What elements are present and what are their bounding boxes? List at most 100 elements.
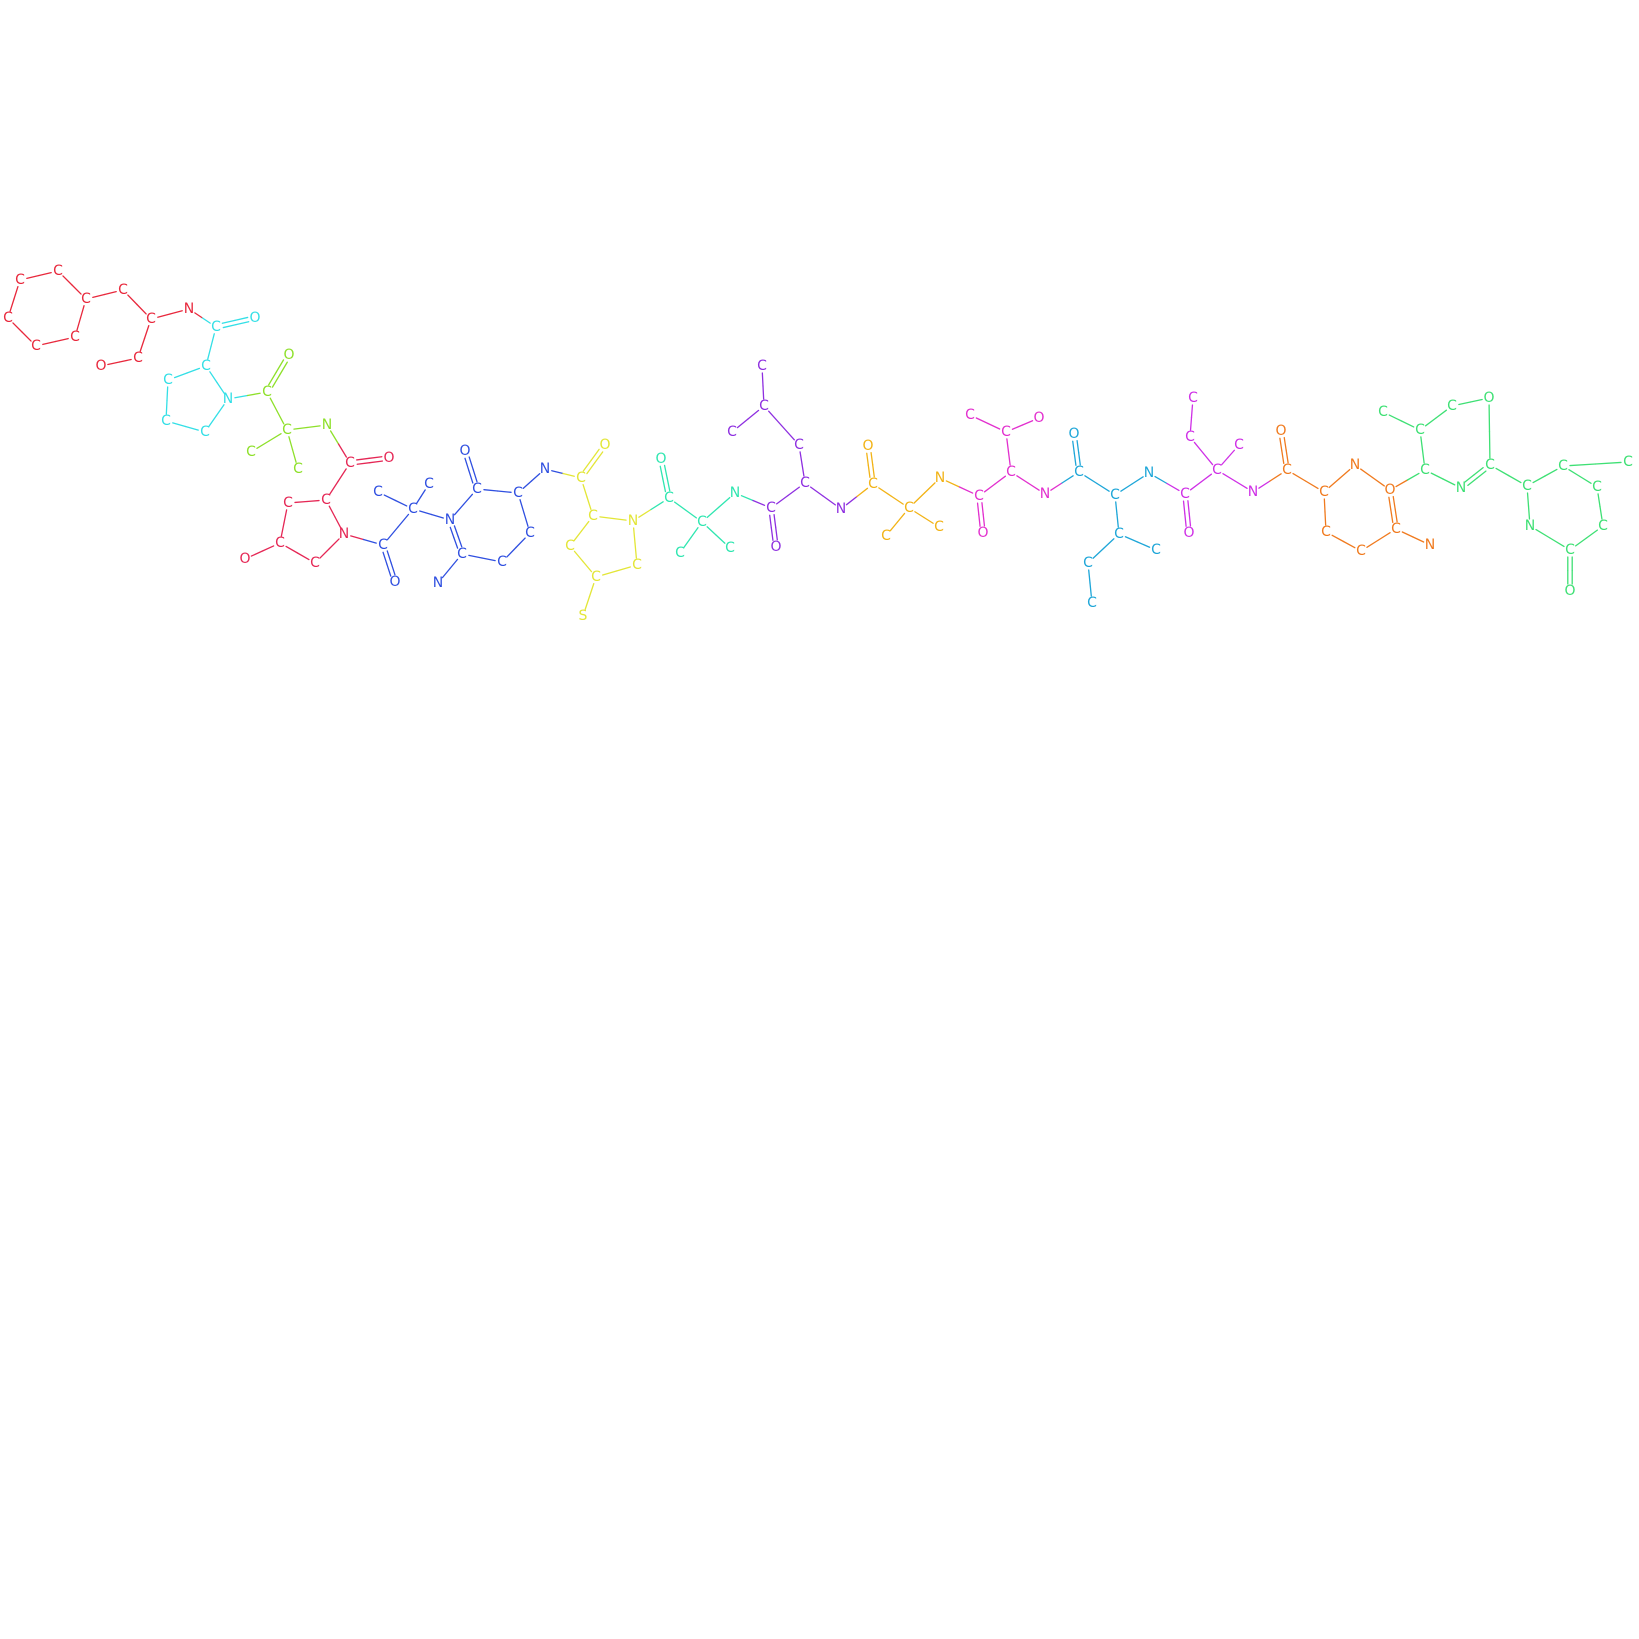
atom-o11: C	[1597, 518, 1609, 534]
atom-backdrop	[627, 515, 639, 527]
bond-j0-j1-line0-a	[867, 464, 871, 478]
bond-e8-e9-b	[523, 512, 529, 527]
bond-l2-l7-a	[1120, 483, 1133, 492]
bond-h2-h3-a	[690, 527, 699, 539]
bond-l3-l6-a	[1124, 536, 1139, 543]
atom-f7: N	[627, 513, 639, 529]
atom-label: C	[1212, 462, 1222, 478]
atom-backdrop	[1564, 544, 1576, 556]
atom-label: C	[378, 537, 388, 553]
atom-backdrop	[261, 386, 273, 398]
bond-e11-e5-line1-b	[453, 525, 459, 537]
bond-o5-o6-line0-a	[1464, 474, 1475, 483]
atom-i2: C	[799, 475, 811, 491]
atom-backdrop	[973, 490, 985, 502]
atom-label: C	[310, 555, 320, 571]
bond-l3-l4-b	[1092, 547, 1105, 559]
atom-backdrop	[1564, 585, 1576, 597]
bond-c0-c1-line0-a	[268, 371, 277, 386]
bond-h0-h1-line1-b	[663, 464, 668, 479]
bond-e2-e5-b	[430, 513, 444, 519]
atom-backdrop	[69, 331, 81, 343]
atom-backdrop	[1184, 431, 1196, 443]
bond-e8-e13-b	[530, 473, 541, 482]
bond-k0-k1-line1-a	[976, 502, 980, 516]
bond-c5-d0-b	[337, 443, 348, 458]
bond-f0-f1-line1-b	[594, 451, 604, 464]
atom-n1: O	[1275, 423, 1286, 439]
atom-backdrop	[145, 313, 157, 325]
bond-b3-b4-b	[165, 399, 168, 415]
atom-m2: C	[1211, 462, 1223, 478]
bond-h2-h4-a	[706, 526, 717, 536]
atom-j3: C	[880, 528, 892, 544]
atom-label: C	[1282, 462, 1292, 478]
atom-a8: N	[183, 301, 195, 317]
atom-backdrop	[281, 424, 293, 436]
atom-label: C	[576, 470, 586, 486]
bond-o10-o11-a	[1597, 493, 1601, 508]
atom-label: N	[628, 513, 638, 529]
atom-backdrop	[249, 312, 261, 324]
atom-backdrop	[1033, 412, 1045, 424]
atom-a0: C	[14, 272, 26, 288]
bond-j2-j5-b	[923, 482, 936, 494]
bond-k0-k1-line0-a	[981, 502, 984, 515]
atom-backdrop	[320, 494, 332, 506]
atom-label: C	[591, 569, 601, 585]
atom-label: C	[201, 358, 211, 374]
atom-backdrop	[663, 492, 675, 504]
bond-d7-d2-b	[328, 505, 336, 518]
atom-label: C	[373, 484, 383, 500]
atom-label: C	[1485, 457, 1495, 473]
atom-label: O	[283, 347, 294, 363]
atom-label: C	[1447, 398, 1457, 414]
atom-label: C	[697, 514, 707, 530]
atom-label: O	[389, 574, 400, 590]
bond-j2-j3-a	[896, 512, 906, 523]
atom-backdrop	[758, 400, 770, 412]
bond-m2-m5-b	[1227, 449, 1236, 459]
bond-h0-h2-b	[684, 509, 697, 519]
atom-backdrop	[338, 528, 350, 540]
atom-e3: C	[372, 484, 384, 500]
atom-m1: O	[1183, 525, 1194, 541]
atom-label: N	[339, 526, 349, 542]
atom-d6: C	[309, 555, 321, 571]
atom-label: C	[1391, 521, 1401, 537]
bond-j0-j1-line0-b	[866, 452, 869, 466]
bond-b6-b2-b	[209, 371, 218, 384]
atom-o5: N	[1455, 480, 1467, 496]
bond-e11-e12-a	[449, 558, 459, 570]
atom-label: C	[1110, 487, 1120, 503]
atom-backdrop	[1113, 528, 1125, 540]
bond-c2-c4-a	[288, 436, 294, 451]
bond-d6-d7-a	[319, 547, 331, 559]
atom-label: O	[1564, 583, 1575, 599]
atom-backdrop	[933, 521, 945, 533]
bond-o8-o9-a	[1569, 463, 1597, 467]
bond-l7-m0-b	[1166, 482, 1180, 492]
atom-k0: C	[973, 488, 985, 504]
atom-label: C	[282, 422, 292, 438]
atom-label: O	[95, 358, 106, 374]
atom-backdrop	[1622, 456, 1634, 468]
bond-f6-f7-b	[632, 527, 636, 544]
atom-backdrop	[160, 415, 172, 427]
bond-j2-j3-b	[889, 521, 899, 532]
atom-backdrop	[1455, 482, 1467, 494]
bond-b0-b1-line1-a	[222, 323, 237, 329]
bond-j0-j2-b	[890, 495, 904, 505]
bond-i4-i5-b	[736, 418, 749, 429]
atom-backdrop	[389, 576, 401, 588]
atom-label: C	[1558, 458, 1568, 474]
atom-backdrop	[1233, 439, 1245, 451]
atom-f3: C	[564, 538, 576, 554]
atom-backdrop	[587, 510, 599, 522]
atom-i6: C	[756, 358, 768, 374]
atom-backdrop	[372, 486, 384, 498]
atom-a5: C	[2, 310, 14, 326]
atom-backdrop	[1446, 400, 1458, 412]
atom-backdrop	[835, 503, 847, 515]
atom-n8: N	[1349, 457, 1361, 473]
